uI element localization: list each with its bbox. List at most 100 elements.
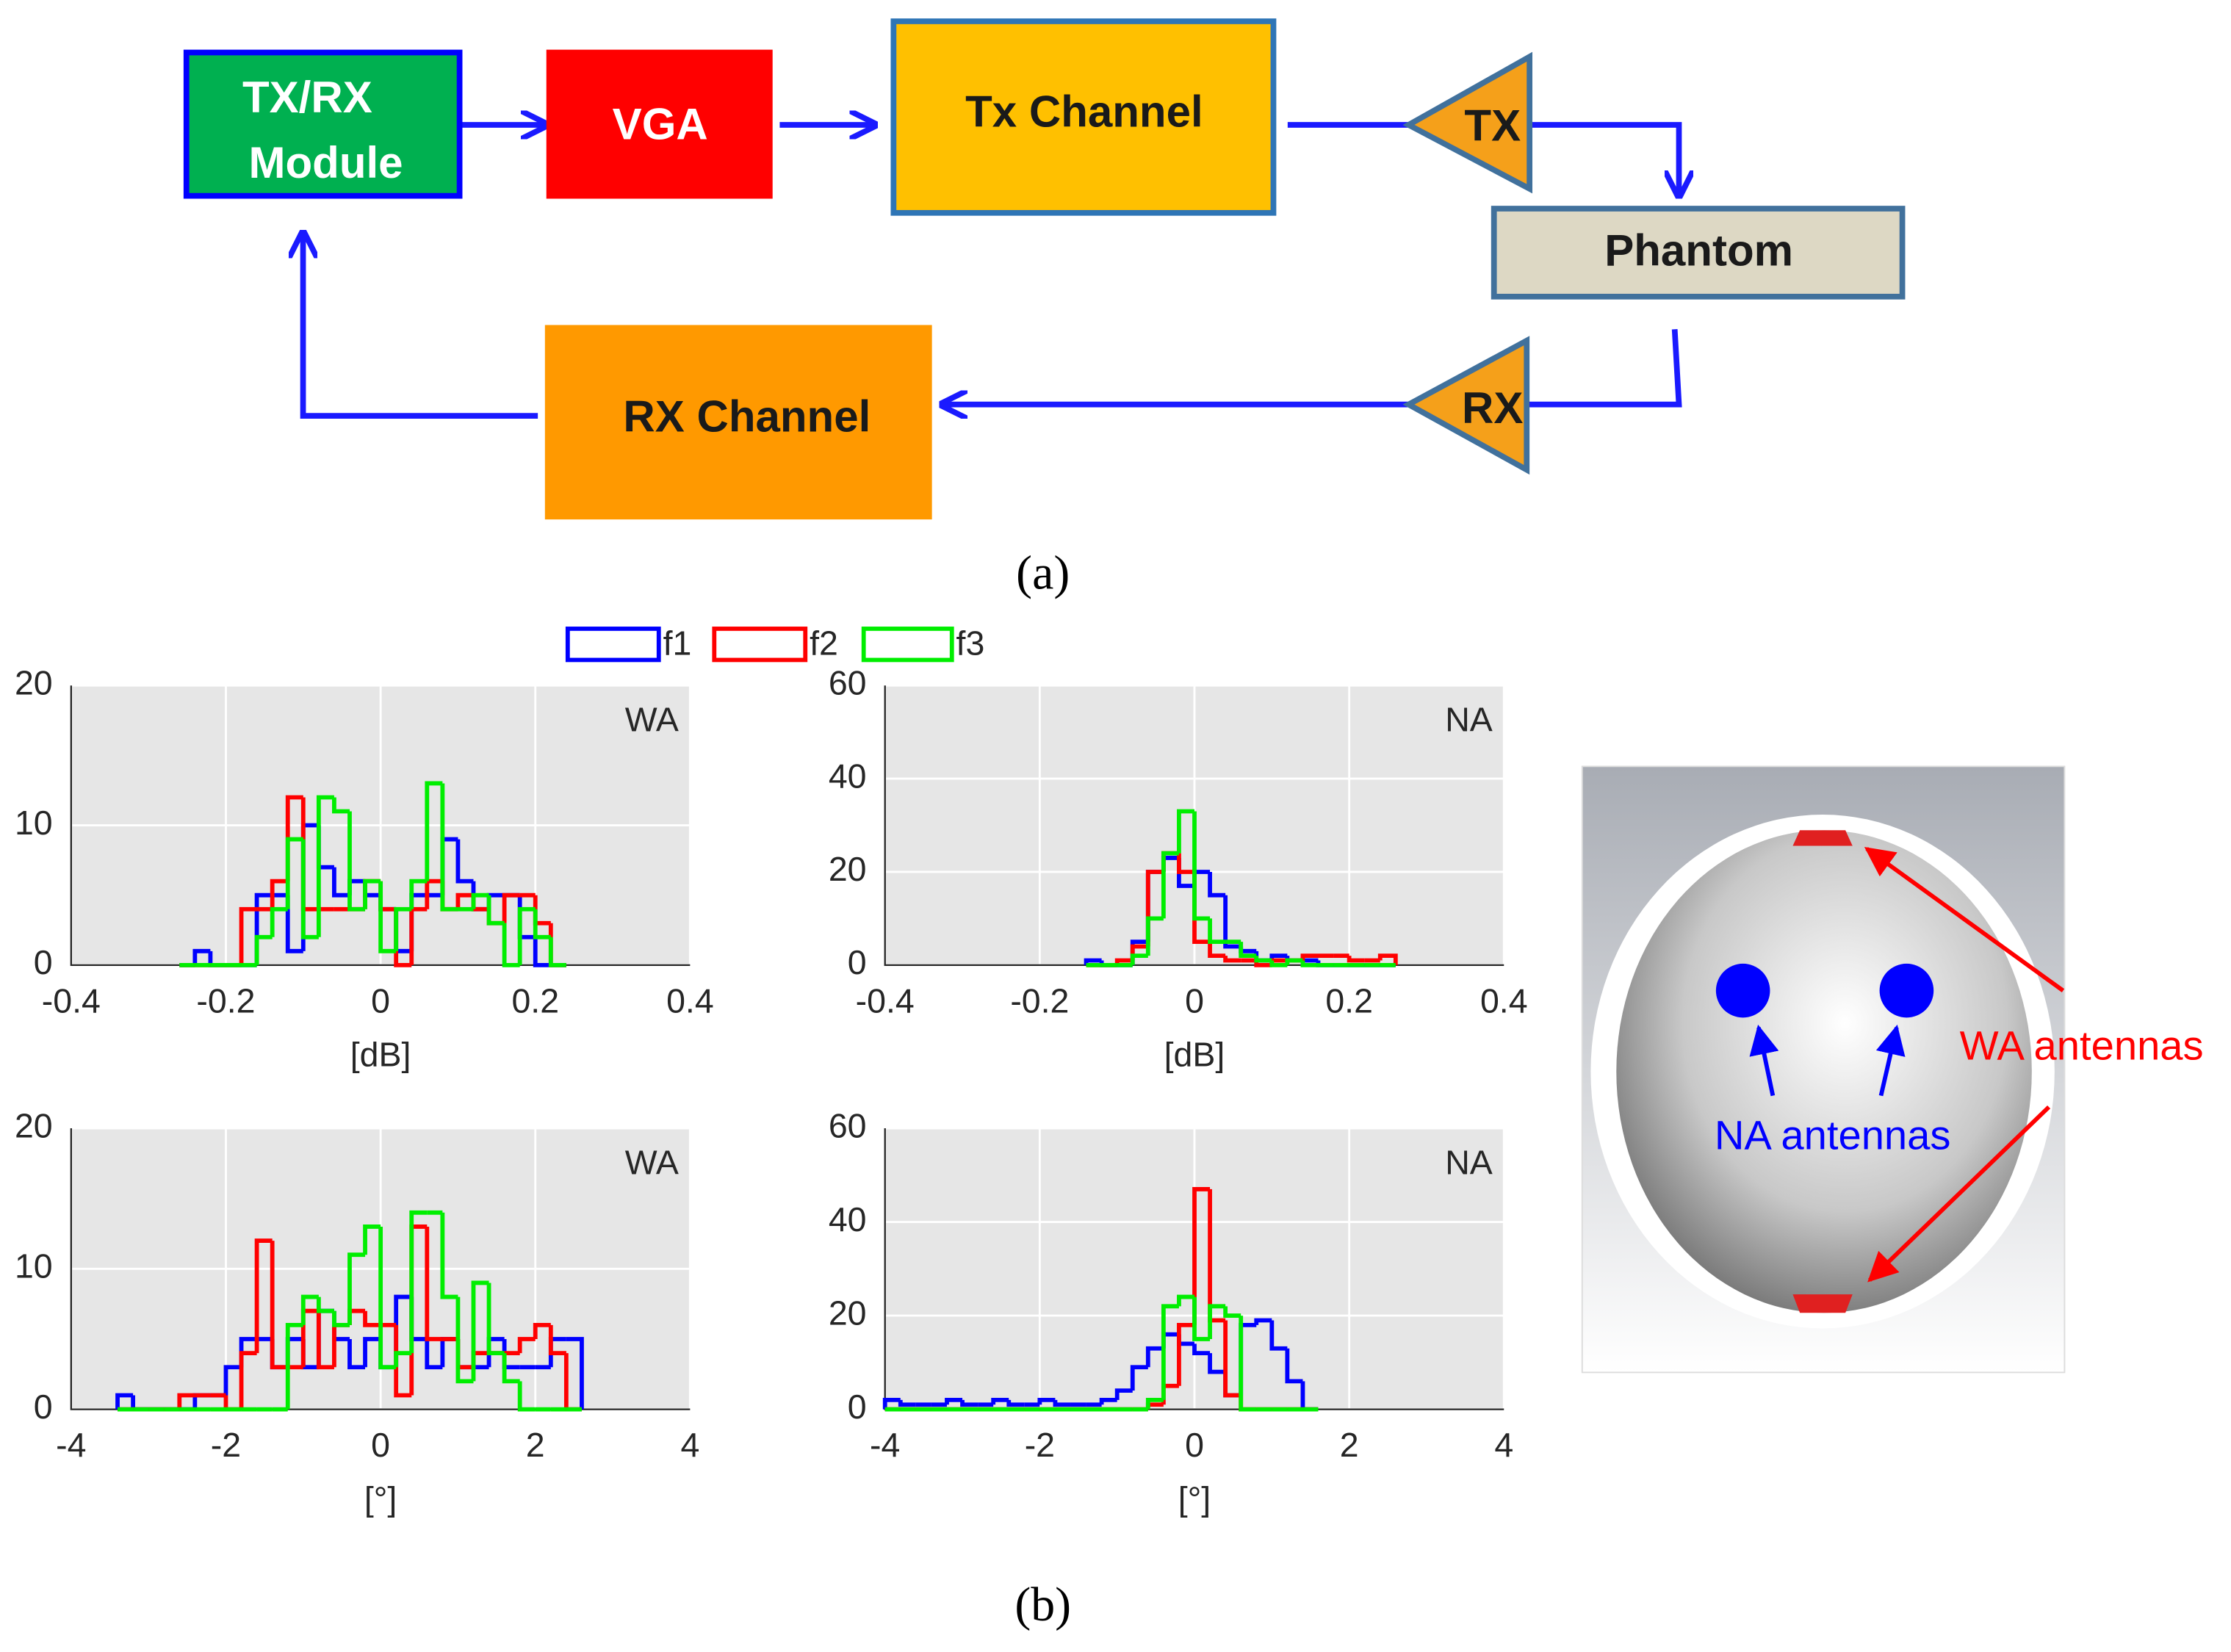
histogram-bin [566,1337,584,1410]
y-tick-label: 0 [848,1388,867,1426]
y-tick-label: 0 [848,943,867,981]
histogram-bin [363,1224,381,1255]
axis-line [70,685,691,967]
histogram-bin [1208,1353,1226,1374]
histogram-bin [1239,942,1257,959]
legend-label: f1 [663,624,692,662]
histogram-bin [1269,960,1288,967]
histogram-bin [394,1324,412,1398]
histogram-bin [115,1393,134,1410]
histogram-bin [316,795,334,937]
x-tick-label: -4 [56,1426,86,1464]
histogram-bin [517,906,536,965]
legend: f1 f2 f3 [563,617,1002,671]
histogram-bin [502,923,520,967]
x-tick-label: -4 [870,1426,900,1464]
histogram-bin [533,1322,551,1339]
block-label: RX [1462,383,1523,433]
pointer [1864,847,2065,992]
x-tick-label: -0.4 [856,981,915,1020]
x-tick-label: 0.2 [511,981,559,1020]
histogram-bin [1377,953,1398,965]
histogram-bin [1223,895,1241,949]
histogram-bin [192,948,211,965]
inset-label: NA antennas [1715,1111,1951,1158]
histogram-bin [1208,871,1226,898]
histogram-bin [1177,853,1194,874]
histogram-bin [1254,956,1272,963]
histogram-bin [1177,1294,1194,1307]
histogram-bin [1161,1304,1179,1400]
block-label: TX/RX [242,73,372,122]
y-tick-label: 60 [829,664,867,702]
histogram-bin [1208,1304,1226,1339]
legend-swatch [565,627,661,663]
histogram-bin [223,1365,242,1396]
block-diagram: TX/RX Module VGA Tx Channel TX Phantom R… [183,18,1906,520]
histogram-bin [270,906,288,937]
histogram-bin [425,1226,443,1341]
phantom-head [1616,830,2032,1313]
histogram-bin [440,1212,458,1299]
x-tick-label: 0.2 [1325,981,1373,1020]
block-label: VGA [613,100,708,149]
histogram-bin [1285,1348,1303,1384]
annotation: NA [1445,701,1493,739]
vga-block [546,49,773,199]
x-tick-label: 4 [1494,1426,1513,1464]
x-axis-label: [°] [364,1479,397,1518]
block-label: TX [1464,101,1521,151]
histogram-bin [394,906,412,951]
histogram-bin [486,1283,505,1355]
legend-swatch [861,627,954,663]
y-tick-label: 40 [829,757,867,795]
x-axis-label: [dB] [1164,1036,1225,1074]
histogram-bin [1223,1320,1241,1398]
head-model: WA antennas NA antennas [1581,765,2204,1374]
histogram-bin [316,1296,334,1313]
x-tick-label: -0.2 [1010,981,1069,1020]
histogram-bin [378,881,397,953]
histogram-bin [502,892,520,923]
histogram-bin [1285,958,1303,965]
histogram-bin [548,937,566,967]
histogram-bin [347,811,366,912]
histogram-bin [1208,942,1226,959]
histogram-bin [378,1226,397,1370]
histogram-bin [1145,1346,1164,1368]
histogram-bin [394,1351,412,1368]
histogram-bin [517,1381,536,1412]
histogram-bin [409,1210,428,1354]
histogram-bin [285,895,303,953]
histogram-bin [455,839,474,884]
wa-antenna [1792,830,1853,846]
x-tick-label: 0.4 [1480,981,1528,1020]
histogram-bin [548,1324,566,1355]
histogram-bin [1053,1399,1071,1407]
histogram-bin [517,1337,536,1354]
histogram-bin [1130,1365,1148,1391]
histogram-bin [300,839,319,939]
x-axis-label: [°] [1178,1479,1211,1518]
histogram-bin [440,783,458,912]
y-tick-label: 20 [15,664,53,702]
histogram-bin [898,1399,916,1407]
block-label: Phantom [1604,226,1793,275]
histogram-bin [1300,960,1319,967]
histogram-bin [425,781,443,881]
y-tick-label: 40 [829,1200,867,1238]
histogram-bin [270,1241,288,1370]
legend-label: f3 [956,624,985,662]
histogram: -4 -2 0 2 4 0 10 20 WA [°] [15,1106,699,1518]
histogram-bin [363,1310,381,1327]
annotation: WA [625,701,679,739]
arrow [303,236,538,419]
x-tick-label: -0.4 [42,981,101,1020]
x-tick-label: 2 [1340,1426,1359,1464]
histogram-bin [1347,956,1365,963]
histogram-bin [1239,1316,1257,1412]
histogram-bin [363,879,381,909]
histogram-bin [363,1337,381,1368]
x-tick-label: -0.2 [196,981,255,1020]
y-tick-label: 20 [829,1294,867,1332]
